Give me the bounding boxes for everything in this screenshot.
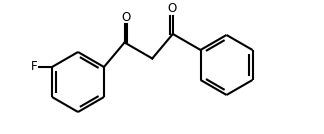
Text: O: O [121,11,130,24]
Text: F: F [30,60,37,74]
Text: O: O [167,2,177,15]
